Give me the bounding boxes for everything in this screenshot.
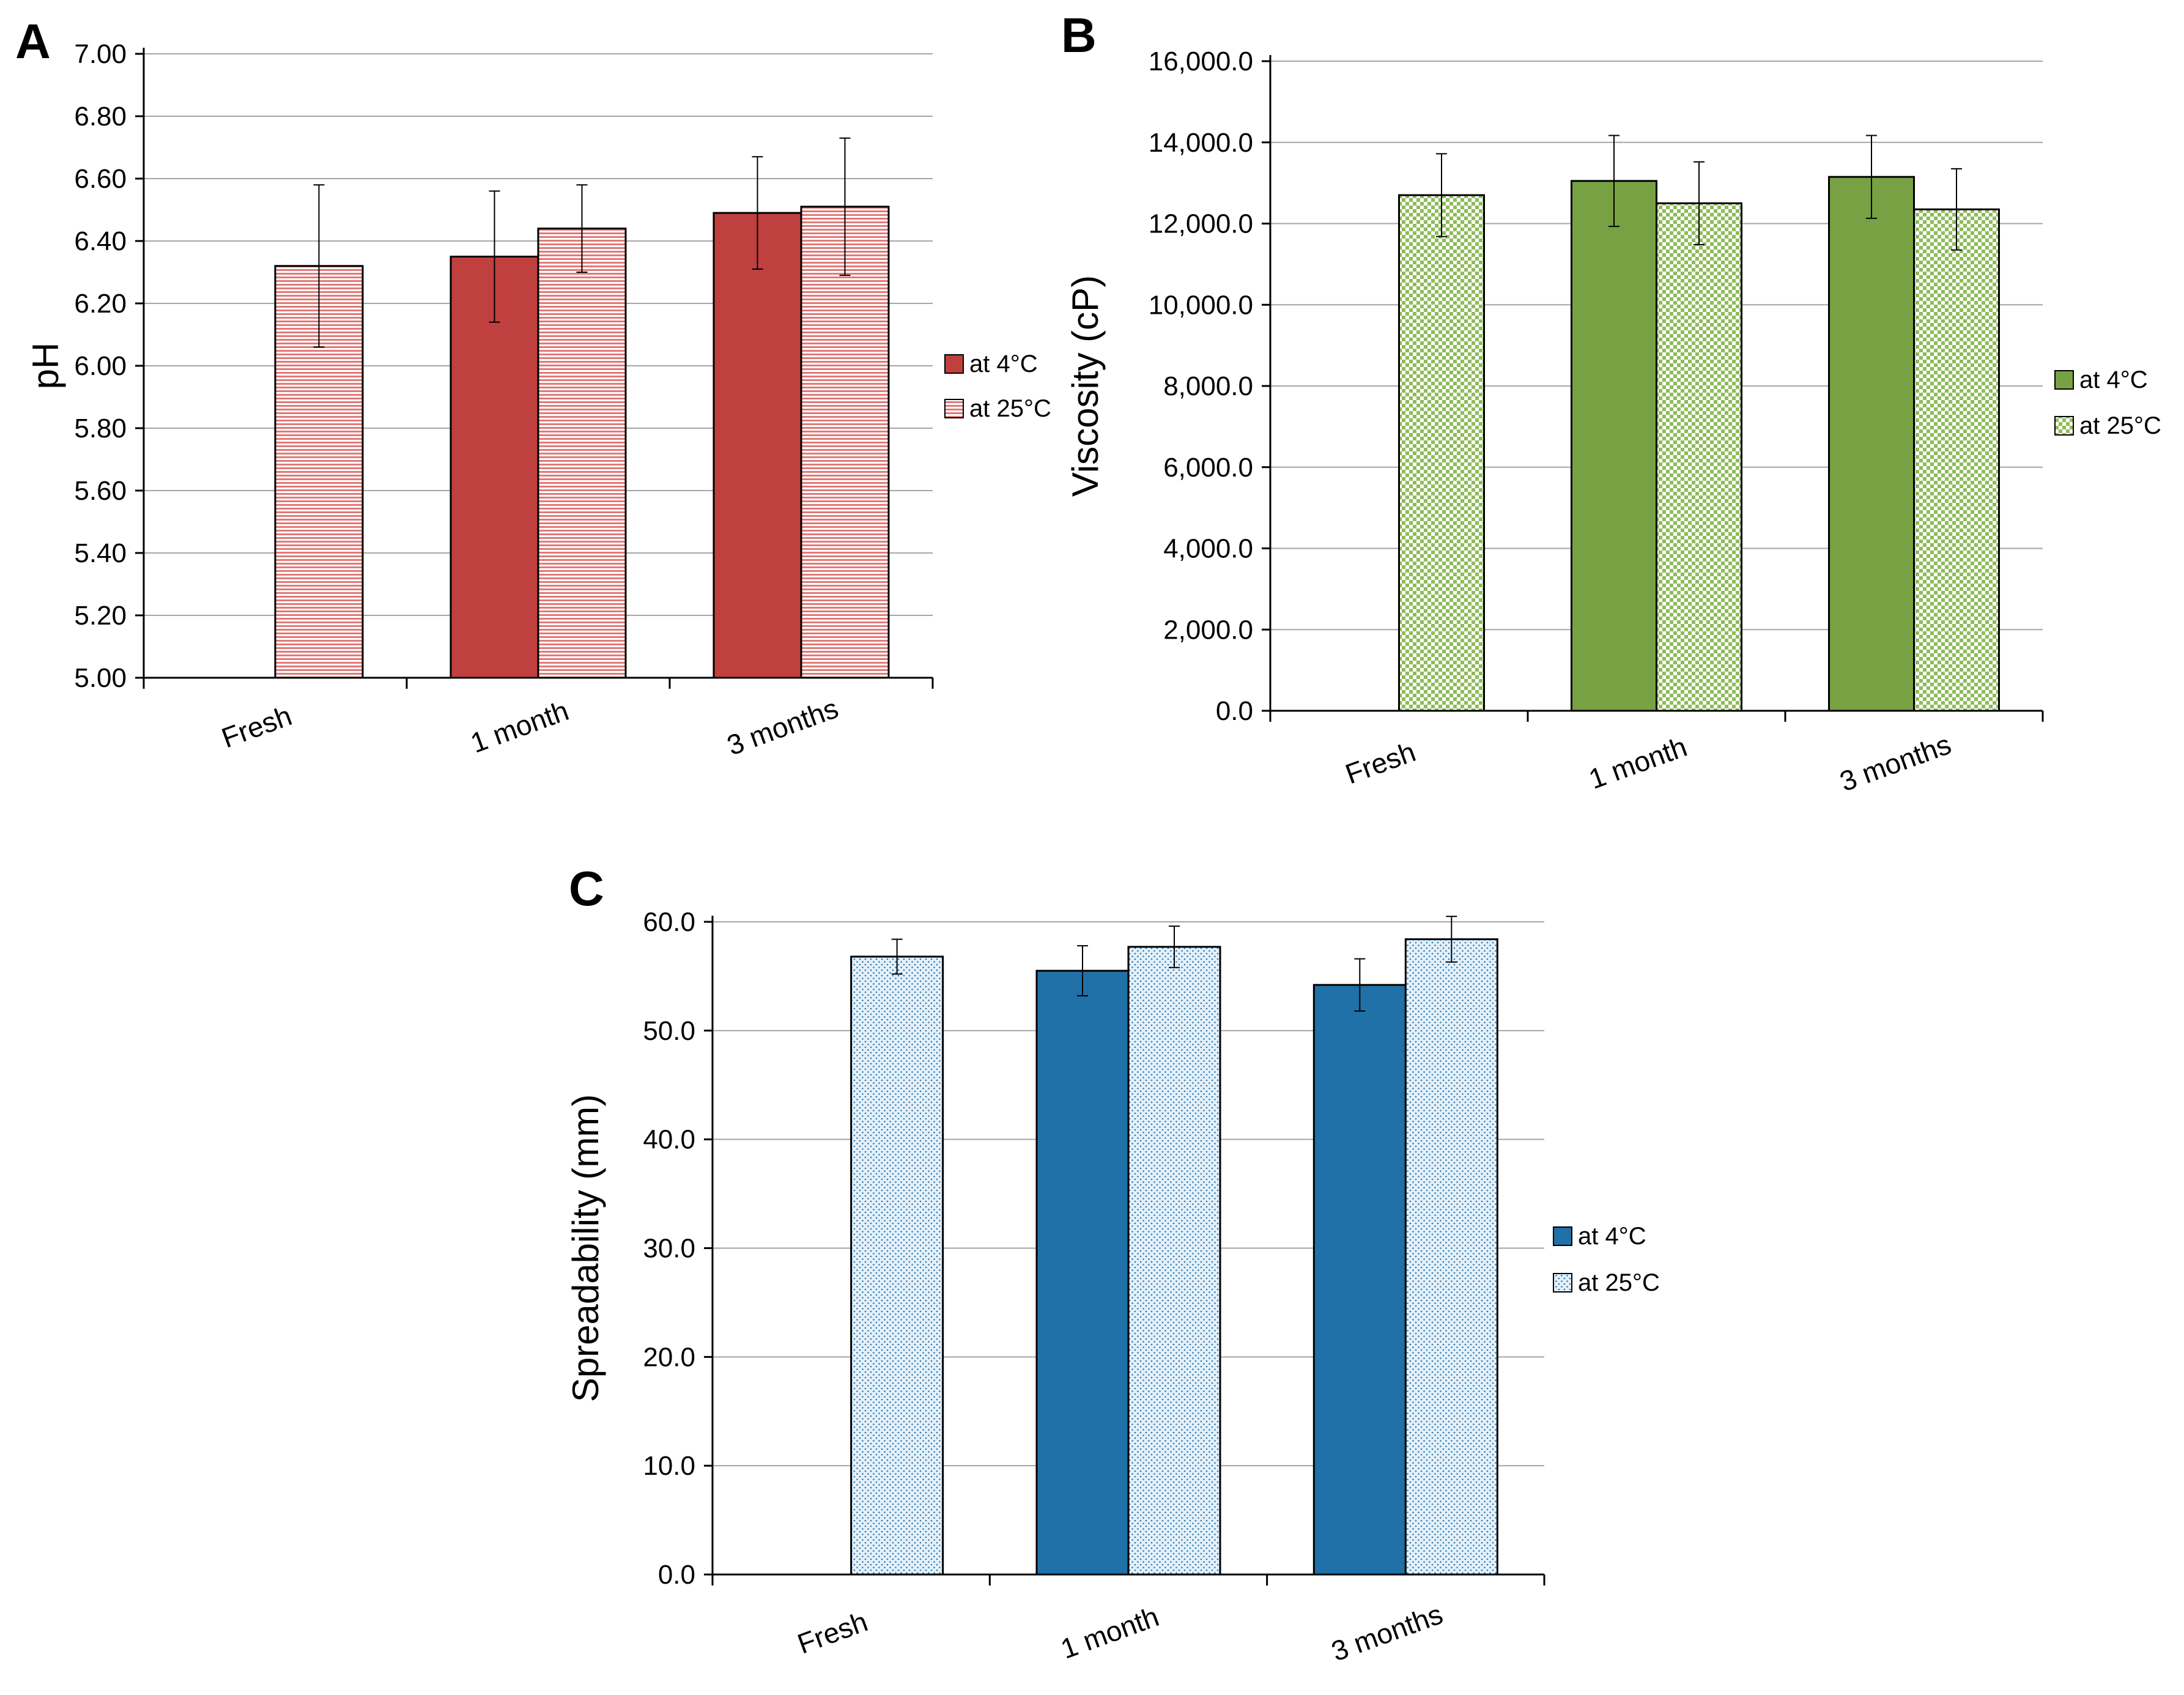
x-category-label: 3 months: [1835, 728, 1955, 798]
y-tick-label: 16,000.0: [1149, 46, 1253, 76]
panel-c-spreadability-chart: C 0.0 10.0 20.0 30.0 40.0 50.0 60.0 Spreadabilit…: [565, 861, 1660, 1667]
legend-label: at 4°C: [969, 350, 1038, 377]
bar: [1035, 970, 1130, 1576]
panel-b-viscosity-chart: B 0.0 2,000.0 4,000.0 6,000.0 8,000.0 10,000.0…: [1061, 8, 2161, 798]
legend-label: at 25°C: [1578, 1269, 1660, 1296]
x-category-label: 3 months: [723, 692, 843, 762]
y-axis-title: Spreadability (mm): [565, 1094, 606, 1402]
bar: [1127, 946, 1221, 1576]
bar: [1656, 202, 1742, 712]
y-tick-label: 30.0: [643, 1234, 695, 1264]
bar: [1828, 176, 1915, 712]
y-tick-label: 4,000.0: [1163, 534, 1253, 564]
bar: [1312, 984, 1407, 1576]
y-tick-label: 6.80: [74, 102, 127, 132]
y-tick-label: 20.0: [643, 1342, 695, 1372]
y-tick-label: 6.60: [74, 164, 127, 194]
panel-letter: A: [15, 14, 51, 69]
legend-label: at 4°C: [2079, 366, 2148, 393]
bar: [1404, 938, 1498, 1576]
x-category-label: Fresh: [793, 1605, 872, 1660]
bar: [537, 228, 627, 679]
bar: [1571, 180, 1657, 712]
panel-letter: C: [569, 861, 604, 916]
bar: [1398, 194, 1485, 712]
x-category-label: 1 month: [1585, 730, 1691, 795]
legend-swatch: [944, 354, 964, 374]
y-tick-label: 60.0: [643, 907, 695, 937]
bar: [1913, 208, 2000, 712]
legend-swatch: [2054, 416, 2074, 436]
y-tick-label: 0.0: [1216, 696, 1253, 726]
y-tick-label: 50.0: [643, 1016, 695, 1046]
y-axis-title: pH: [25, 343, 66, 390]
x-category-label: 1 month: [1057, 1600, 1163, 1665]
legend-swatch: [2054, 370, 2074, 390]
legend-label: at 4°C: [1578, 1223, 1646, 1250]
y-tick-label: 6,000.0: [1163, 453, 1253, 483]
legend-label: at 25°C: [969, 395, 1051, 422]
legend-swatch: [1553, 1226, 1572, 1246]
y-axis-title: Viscosity (cP): [1065, 275, 1106, 497]
y-tick-label: 6.00: [74, 351, 127, 381]
y-tick-label: 0.0: [658, 1560, 695, 1590]
x-category-label: Fresh: [1341, 735, 1420, 790]
panel-letter: B: [1061, 8, 1097, 62]
y-tick-label: 14,000.0: [1149, 128, 1253, 158]
y-tick-label: 6.40: [74, 226, 127, 256]
x-category-label: 3 months: [1327, 1598, 1447, 1667]
y-tick-label: 2,000.0: [1163, 615, 1253, 645]
bar: [800, 206, 890, 679]
y-tick-label: 5.80: [74, 414, 127, 443]
y-tick-label: 5.20: [74, 601, 127, 631]
y-tick-label: 5.60: [74, 476, 127, 506]
y-tick-label: 12,000.0: [1149, 209, 1253, 239]
bar: [713, 212, 802, 679]
x-category-label: Fresh: [217, 699, 295, 754]
panel-a-ph-chart: A 5.00 5.20 5.40 5.60 5.80 6.00 6.20 6.40 6.60 6.8…: [15, 14, 1051, 762]
legend-swatch: [1553, 1273, 1572, 1293]
y-tick-label: 6.20: [74, 289, 127, 319]
y-tick-label: 10.0: [643, 1451, 695, 1481]
y-tick-label: 8,000.0: [1163, 371, 1253, 401]
legend-label: at 25°C: [2079, 412, 2161, 439]
bar: [850, 955, 944, 1576]
legend-swatch: [944, 399, 964, 418]
y-tick-label: 5.40: [74, 538, 127, 568]
y-tick-label: 5.00: [74, 663, 127, 693]
y-tick-label: 10,000.0: [1149, 290, 1253, 320]
y-tick-label: 7.00: [74, 39, 127, 69]
y-tick-label: 40.0: [643, 1125, 695, 1155]
x-category-label: 1 month: [467, 694, 573, 759]
